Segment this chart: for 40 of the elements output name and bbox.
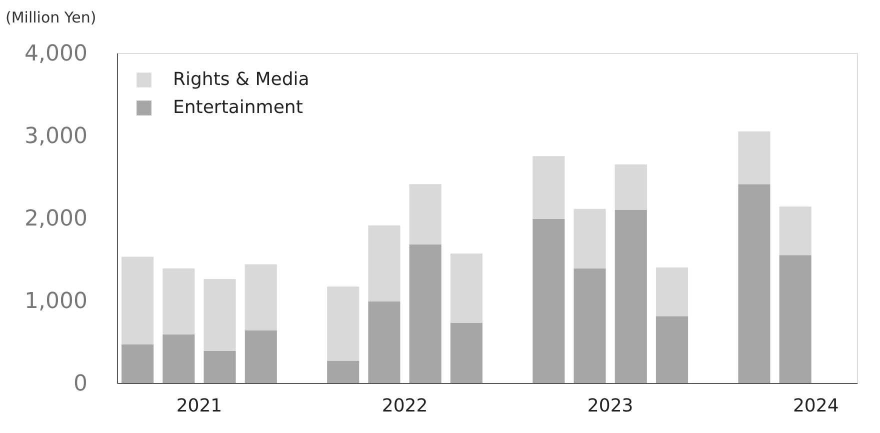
x-tick-label: 2022 xyxy=(382,396,428,416)
y-axis-title: (Million Yen) xyxy=(6,8,96,26)
bar xyxy=(204,279,236,351)
bar xyxy=(244,330,277,383)
bar xyxy=(738,184,770,383)
bar xyxy=(614,164,647,210)
bar xyxy=(574,208,606,268)
y-tick-label: 4,000 xyxy=(24,42,88,66)
bar xyxy=(656,316,688,383)
bar xyxy=(409,244,442,383)
x-tick-label: 2023 xyxy=(587,396,634,416)
bar xyxy=(368,225,400,302)
bar xyxy=(779,206,812,256)
bar xyxy=(204,350,236,383)
bar xyxy=(532,156,565,219)
x-tick-label: 2024 xyxy=(792,396,839,416)
y-tick-label: 3,000 xyxy=(24,124,88,149)
x-tick-label: 2021 xyxy=(176,396,222,416)
bar xyxy=(244,264,277,330)
bar xyxy=(122,344,154,383)
bar xyxy=(450,322,482,383)
bar xyxy=(162,268,195,334)
bar xyxy=(574,268,606,383)
legend-label: Rights & Media xyxy=(173,69,310,90)
bar xyxy=(450,253,482,323)
bar xyxy=(409,184,442,244)
legend-label: Entertainment xyxy=(173,97,303,118)
bar xyxy=(532,218,565,383)
bar xyxy=(162,334,195,383)
y-tick-label: 1,000 xyxy=(24,289,88,314)
bar xyxy=(327,286,360,361)
y-tick-label: 0 xyxy=(74,372,88,396)
bar xyxy=(779,255,812,383)
y-tick-label: 2,000 xyxy=(24,206,88,232)
bar xyxy=(656,268,688,316)
bar xyxy=(122,256,154,344)
bar xyxy=(614,210,647,383)
bar xyxy=(327,360,360,383)
bar xyxy=(738,131,770,184)
bar xyxy=(368,301,400,383)
